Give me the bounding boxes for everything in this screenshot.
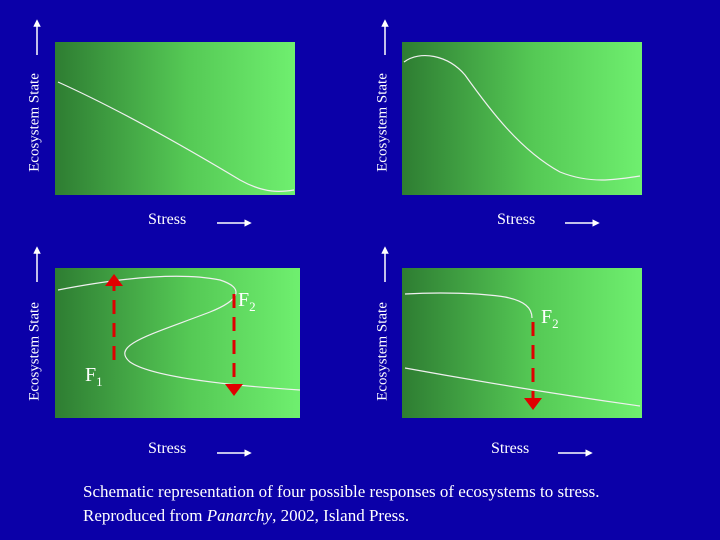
panel-background bbox=[55, 42, 295, 195]
panel-hysteresis-fold bbox=[33, 246, 301, 457]
panel-sigmoidal-response bbox=[381, 19, 642, 227]
threshold-label-f2: F2 bbox=[541, 306, 559, 331]
caption-line-1: Schematic representation of four possibl… bbox=[83, 482, 600, 501]
x-axis-label: Stress bbox=[148, 440, 187, 457]
threshold-label-f1: F1 bbox=[85, 364, 103, 389]
response-curve-lower bbox=[404, 367, 641, 407]
panel-background bbox=[55, 268, 300, 418]
y-axis-label: Ecosystem State bbox=[26, 73, 43, 172]
recovery-arrowhead-f1 bbox=[105, 274, 123, 286]
threshold-label-f2: F2 bbox=[238, 289, 256, 314]
x-axis-label: Stress bbox=[497, 211, 536, 228]
book-title: Panarchy bbox=[206, 506, 273, 525]
panel-background bbox=[402, 268, 642, 418]
caption-line-2: Reproduced from Panarchy, 2002, Island P… bbox=[83, 506, 410, 525]
collapse-arrowhead-f2 bbox=[524, 398, 542, 410]
x-axis-label: Stress bbox=[148, 211, 187, 228]
response-curve bbox=[403, 54, 641, 181]
response-curve bbox=[57, 81, 295, 193]
response-curve bbox=[57, 275, 301, 391]
y-axis-label: Ecosystem State bbox=[374, 73, 391, 172]
panel-threshold-jump bbox=[381, 246, 642, 457]
y-axis-label: Ecosystem State bbox=[374, 302, 391, 401]
x-axis-label: Stress bbox=[491, 440, 530, 457]
figure-caption: Schematic representation of four possibl… bbox=[83, 480, 703, 528]
panel-background bbox=[402, 42, 642, 195]
panel-linear-response bbox=[33, 19, 295, 227]
collapse-arrowhead-f2 bbox=[225, 384, 243, 396]
response-curve-upper bbox=[404, 292, 533, 319]
y-axis-label: Ecosystem State bbox=[26, 302, 43, 401]
